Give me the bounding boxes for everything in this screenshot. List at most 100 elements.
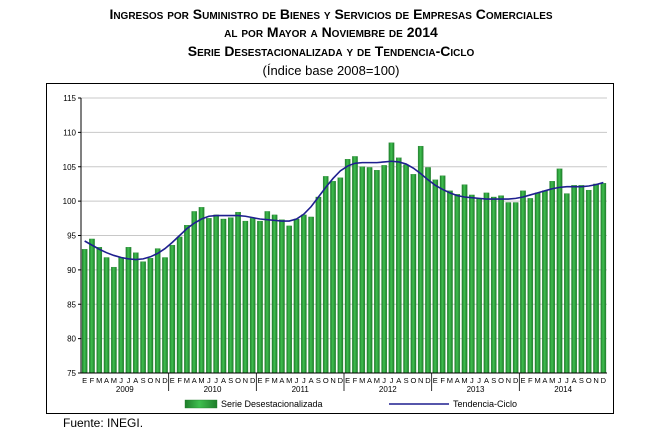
bar	[403, 164, 409, 374]
source-note: Fuente: INEGI.	[63, 416, 144, 430]
x-tick-label: S	[404, 376, 409, 385]
x-tick-label: J	[558, 376, 562, 385]
bar	[483, 192, 490, 374]
year-label: 2009	[116, 385, 134, 394]
x-tick-label: O	[323, 376, 329, 385]
bar	[447, 190, 453, 374]
bar	[103, 257, 110, 374]
y-tick-label: 75	[67, 369, 76, 378]
bar	[527, 198, 534, 374]
x-tick-label: E	[82, 376, 87, 385]
x-tick-label: J	[470, 376, 474, 385]
bar	[242, 220, 249, 374]
bar	[454, 194, 461, 374]
x-tick-label: N	[330, 376, 335, 385]
bar	[344, 159, 351, 374]
x-tick-label: O	[410, 376, 416, 385]
x-tick-label: J	[390, 376, 394, 385]
bar	[191, 211, 198, 374]
x-tick-label: F	[528, 376, 533, 385]
bar	[534, 192, 541, 374]
bar	[293, 218, 300, 374]
x-tick-label: J	[302, 376, 306, 385]
x-tick-label: O	[498, 376, 504, 385]
bar	[140, 261, 146, 374]
x-tick-label: A	[542, 376, 547, 385]
bar	[498, 195, 504, 374]
x-tick-label: A	[367, 376, 372, 385]
x-tick-label: M	[534, 376, 540, 385]
bar	[410, 174, 417, 374]
year-label: 2013	[467, 385, 485, 394]
y-tick-label: 105	[63, 163, 77, 172]
bar	[169, 244, 176, 374]
x-tick-label: M	[184, 376, 190, 385]
bar	[96, 247, 103, 374]
x-tick-label: E	[433, 376, 438, 385]
bar	[118, 257, 124, 374]
bar	[227, 217, 234, 374]
x-tick-label: A	[396, 376, 401, 385]
bar	[271, 214, 278, 374]
x-tick-label: M	[447, 376, 453, 385]
x-tick-label: M	[198, 376, 204, 385]
x-tick-label: M	[96, 376, 102, 385]
bar	[549, 181, 555, 374]
x-tick-label: D	[162, 376, 168, 385]
x-tick-label: J	[382, 376, 386, 385]
chart-title-line1: Ingresos por Suministro de Bienes y Serv…	[109, 6, 553, 22]
x-tick-label: F	[265, 376, 270, 385]
bar	[176, 236, 183, 374]
x-tick-label: D	[513, 376, 519, 385]
bar	[213, 214, 219, 374]
bar	[585, 189, 592, 374]
bar	[556, 168, 563, 374]
x-tick-label: S	[316, 376, 321, 385]
bar	[301, 214, 307, 374]
bar	[490, 196, 497, 374]
x-tick-label: S	[141, 376, 146, 385]
bar	[374, 170, 380, 374]
bar	[315, 196, 322, 374]
trend-line	[84, 160, 604, 261]
bar	[220, 218, 227, 374]
legend-bar-swatch	[184, 399, 218, 409]
y-tick-label: 100	[63, 197, 77, 206]
chart-title-line3: Serie Desestacionalizada y de Tendencia-…	[187, 43, 475, 59]
bar	[133, 252, 139, 374]
bar	[322, 176, 329, 374]
bar	[162, 257, 168, 374]
year-label: 2011	[292, 385, 310, 394]
x-tick-label: N	[418, 376, 423, 385]
x-tick-label: N	[155, 376, 160, 385]
x-tick-label: D	[250, 376, 256, 385]
y-tick-label: 80	[67, 335, 76, 344]
x-tick-label: A	[279, 376, 284, 385]
x-tick-label: M	[271, 376, 277, 385]
y-tick-label: 115	[63, 94, 76, 103]
x-tick-label: J	[565, 376, 569, 385]
year-label: 2014	[554, 385, 572, 394]
chart-subtitle: (Índice base 2008=100)	[262, 63, 400, 78]
bar	[571, 185, 577, 374]
y-tick-label: 110	[63, 128, 76, 137]
x-tick-label: A	[455, 376, 460, 385]
x-tick-label: F	[353, 376, 358, 385]
chart-title-line2: al por Mayor a Noviembre de 2014	[224, 24, 438, 40]
x-tick-label: S	[228, 376, 233, 385]
bar	[286, 225, 292, 374]
bar	[257, 220, 263, 374]
x-tick-label: E	[257, 376, 262, 385]
bar	[520, 190, 526, 374]
bar	[593, 183, 599, 374]
x-tick-label: D	[601, 376, 607, 385]
x-tick-label: M	[461, 376, 467, 385]
bar	[235, 211, 241, 374]
bar	[600, 183, 607, 374]
y-tick-label: 85	[67, 300, 76, 309]
bar	[198, 207, 205, 374]
y-tick-label: 90	[67, 266, 76, 275]
bar	[425, 167, 431, 374]
bar	[125, 247, 132, 374]
